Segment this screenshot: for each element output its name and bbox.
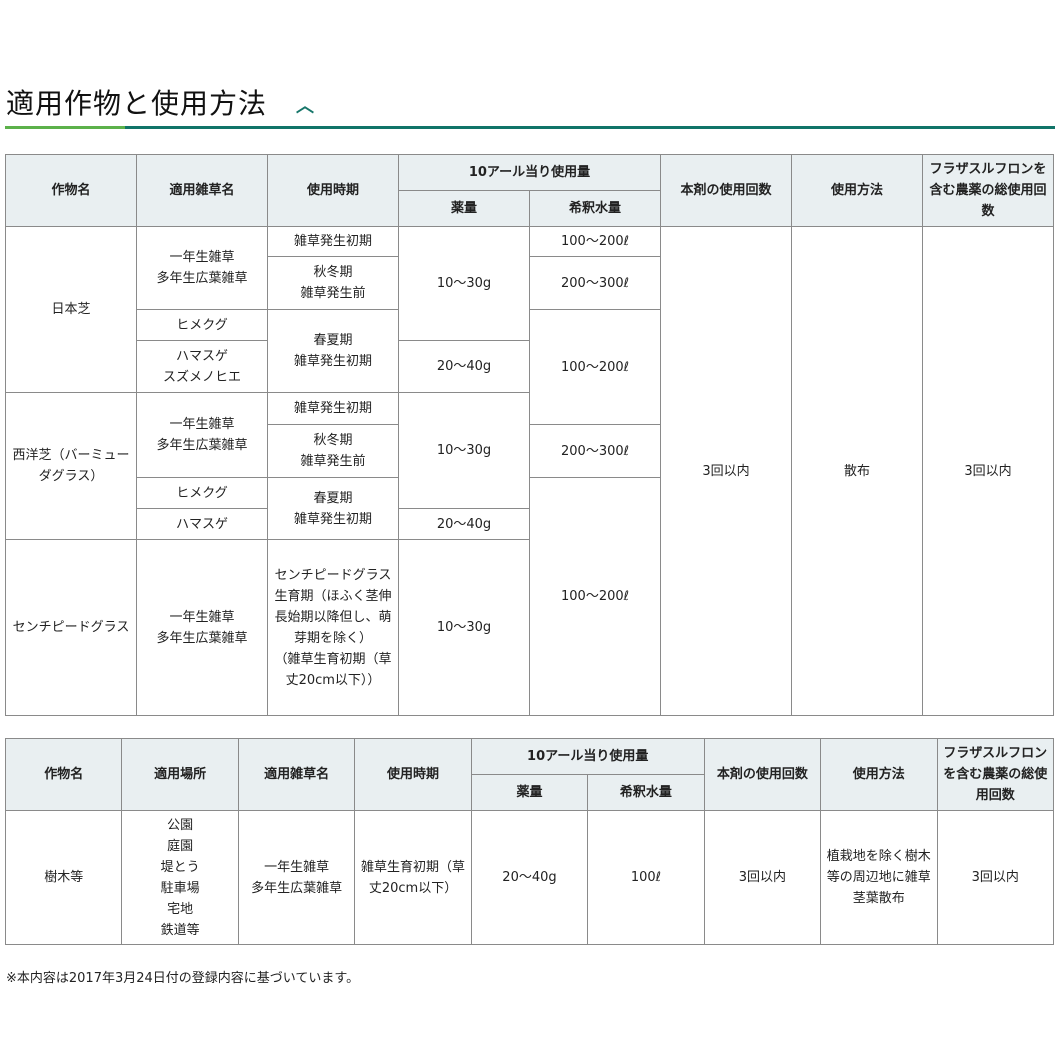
header-water: 希釈水量 [587,774,705,811]
amount-cell: 20～40g [398,340,530,393]
header-total: フラザスルフロンを含む農薬の総使用回数 [922,154,1054,227]
timing-cell: 雑草発生初期 [267,392,399,425]
count-cell: 3回以内 [660,226,792,716]
water-cell: 100～200ℓ [529,309,661,425]
method-cell: 散布 [791,226,923,716]
header-total: フラザスルフロンを含む農薬の総使用回数 [936,738,1054,811]
count-cell: 3回以内 [703,810,822,945]
weed-cell: 一年生雑草 多年生広葉雑草 [136,392,268,478]
timing-cell: 春夏期 雑草発生初期 [267,477,399,540]
method-cell: 植栽地を除く樹木等の周辺地に雑草茎葉散布 [820,810,938,945]
header-place: 適用場所 [121,738,239,811]
crop-cell: センチピードグラス [5,539,137,716]
amount-cell: 10～30g [398,392,530,509]
timing-cell: 秋冬期 雑草発生前 [267,424,399,478]
crop-cell: 西洋芝（バーミューダグラス） [5,392,137,540]
weed-cell: 一年生雑草 多年生広葉雑草 [136,226,268,310]
header-amount: 薬量 [398,190,530,227]
timing-cell: 春夏期 雑草発生初期 [267,309,399,393]
header-timing: 使用時期 [354,738,472,811]
weed-cell: 一年生雑草 多年生広葉雑草 [237,810,356,945]
place-cell: 公園 庭園 堤とう 駐車場 宅地 鉄道等 [121,810,239,945]
header-amount: 薬量 [470,774,589,811]
weed-cell: ハマスゲ スズメノヒエ [136,340,268,393]
header-weed: 適用雑草名 [136,154,268,227]
section-title: 適用作物と使用方法 [6,87,268,120]
header-count: 本剤の使用回数 [703,738,822,811]
timing-cell: 秋冬期 雑草発生前 [267,256,399,310]
amount-cell: 10～30g [398,226,530,341]
crop-cell: 樹木等 [4,810,123,945]
header-count: 本剤の使用回数 [660,154,792,227]
title-underline [125,126,1055,129]
tree-usage-table: 作物名 適用場所 適用雑草名 使用時期 10アール当り使用量 本剤の使用回数 使… [4,738,1054,945]
amount-cell: 20～40g [398,508,530,540]
water-cell: 100ℓ [587,810,705,945]
total-cell: 3回以内 [922,226,1054,716]
header-per10a: 10アール当り使用量 [398,154,661,191]
header-method: 使用方法 [791,154,923,227]
turf-usage-table: 作物名 適用雑草名 使用時期 10アール当り使用量 本剤の使用回数 使用方法 フ… [5,154,1054,716]
water-cell: 100～200ℓ [529,477,661,716]
timing-cell: 雑草生育初期（草丈20cm以下） [354,810,472,945]
water-cell: 200～300ℓ [529,256,661,310]
header-crop: 作物名 [5,154,137,227]
total-cell: 3回以内 [936,810,1054,945]
header-crop: 作物名 [4,738,123,811]
crop-cell: 日本芝 [5,226,137,393]
registration-note: ※本内容は2017年3月24日付の登録内容に基づいています。 [6,971,360,986]
chevron-up-icon[interactable]: ︿ [296,96,314,117]
weed-cell: ハマスゲ [136,508,268,540]
header-timing: 使用時期 [267,154,399,227]
title-underline-accent [5,126,125,129]
amount-cell: 20～40g [470,810,589,945]
timing-cell: 雑草発生初期 [267,226,399,257]
amount-cell: 10～30g [398,539,530,716]
water-cell: 100～200ℓ [529,226,661,257]
header-water: 希釈水量 [529,190,661,227]
header-method: 使用方法 [820,738,938,811]
header-weed: 適用雑草名 [237,738,356,811]
weed-cell: ヒメクグ [136,309,268,341]
timing-cell: センチピードグラス生育期（ほふく茎伸長始期以降但し、萌芽期を除く） （雑草生育初… [267,539,399,716]
header-per10a: 10アール当り使用量 [470,738,705,775]
weed-cell: 一年生雑草 多年生広葉雑草 [136,539,268,716]
weed-cell: ヒメクグ [136,477,268,509]
water-cell: 200～300ℓ [529,424,661,478]
